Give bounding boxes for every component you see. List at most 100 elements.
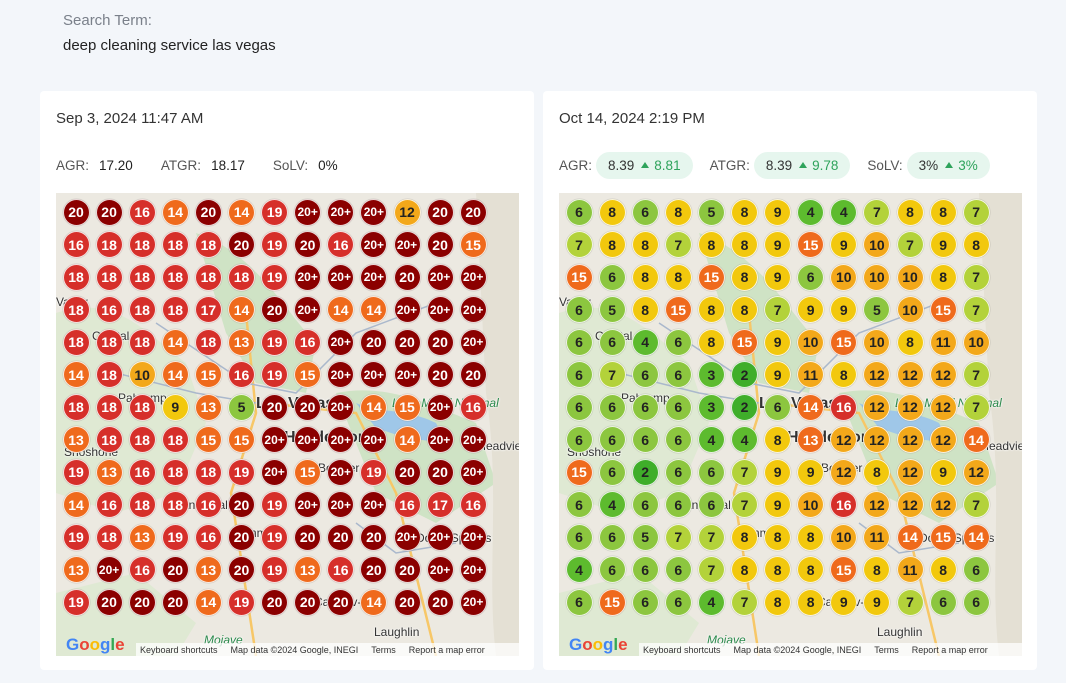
rank-pin[interactable]: 12 <box>393 198 421 226</box>
rank-pin[interactable]: 20+ <box>327 491 355 518</box>
rank-pin[interactable]: 5 <box>228 393 255 421</box>
rank-pin[interactable]: 14 <box>228 296 255 323</box>
rank-pin[interactable]: 8 <box>896 328 924 356</box>
rank-pin[interactable]: 6 <box>631 393 659 421</box>
rank-pin[interactable]: 8 <box>764 556 792 583</box>
rank-pin[interactable]: 20+ <box>327 361 355 388</box>
rank-pin[interactable]: 14 <box>962 426 990 453</box>
rank-pin[interactable]: 8 <box>598 198 626 226</box>
rank-pin[interactable]: 20 <box>294 588 322 616</box>
rank-pin[interactable]: 12 <box>863 491 891 518</box>
rank-pin[interactable]: 15 <box>697 263 725 291</box>
rank-pin[interactable]: 20+ <box>261 426 289 453</box>
rank-pin[interactable]: 16 <box>128 556 156 583</box>
rank-pin[interactable]: 20+ <box>327 458 355 486</box>
rank-pin[interactable]: 20+ <box>294 198 322 226</box>
rank-pin[interactable]: 6 <box>598 426 626 453</box>
rank-pin[interactable]: 20 <box>62 198 90 226</box>
rank-pin[interactable]: 6 <box>631 588 659 616</box>
rank-pin[interactable]: 18 <box>228 263 255 291</box>
rank-pin[interactable]: 18 <box>95 361 123 388</box>
rank-pin[interactable]: 9 <box>764 328 792 356</box>
rank-pin[interactable]: 20+ <box>360 426 388 453</box>
rank-pin[interactable]: 16 <box>830 491 858 518</box>
rank-pin[interactable]: 15 <box>598 588 626 616</box>
rank-pin[interactable]: 4 <box>565 556 593 583</box>
rank-pin[interactable]: 12 <box>863 393 891 421</box>
rank-pin[interactable]: 6 <box>565 426 593 453</box>
rank-pin[interactable]: 15 <box>194 426 222 453</box>
rank-pin[interactable]: 19 <box>62 523 90 551</box>
rank-pin[interactable]: 20+ <box>327 426 355 453</box>
rank-pin[interactable]: 14 <box>360 393 388 421</box>
rank-pin[interactable]: 19 <box>261 263 289 291</box>
rank-pin[interactable]: 6 <box>664 491 692 518</box>
rank-pin[interactable]: 8 <box>697 231 725 258</box>
rank-pin[interactable]: 7 <box>697 523 725 551</box>
rank-pin[interactable]: 20+ <box>459 458 487 486</box>
rank-pin[interactable]: 9 <box>764 491 792 518</box>
rank-pin[interactable]: 8 <box>863 556 891 583</box>
rank-pin[interactable]: 8 <box>598 231 626 258</box>
rank-pin[interactable]: 20+ <box>360 361 388 388</box>
rank-pin[interactable]: 18 <box>95 231 123 258</box>
rank-pin[interactable]: 9 <box>929 231 957 258</box>
rank-pin[interactable]: 7 <box>863 198 891 226</box>
rank-pin[interactable]: 19 <box>228 458 255 486</box>
rank-pin[interactable]: 2 <box>731 361 758 388</box>
rank-pin[interactable]: 5 <box>697 198 725 226</box>
rank-pin[interactable]: 19 <box>261 556 289 583</box>
rank-pin[interactable]: 18 <box>95 523 123 551</box>
rank-pin[interactable]: 8 <box>631 263 659 291</box>
keyboard-shortcuts-link[interactable]: Keyboard shortcuts <box>140 644 218 655</box>
rank-pin[interactable]: 8 <box>830 361 858 388</box>
rank-pin[interactable]: 20 <box>228 491 255 518</box>
keyboard-shortcuts-link[interactable]: Keyboard shortcuts <box>643 644 721 655</box>
rank-pin[interactable]: 6 <box>664 393 692 421</box>
rank-pin[interactable]: 12 <box>830 458 858 486</box>
rank-pin[interactable]: 7 <box>896 231 924 258</box>
rank-pin[interactable]: 6 <box>631 556 659 583</box>
rank-pin[interactable]: 9 <box>797 296 825 323</box>
rank-pin[interactable]: 20+ <box>360 198 388 226</box>
rank-pin[interactable]: 15 <box>393 393 421 421</box>
rank-pin[interactable]: 6 <box>631 491 659 518</box>
rank-pin[interactable]: 6 <box>598 263 626 291</box>
rank-pin[interactable]: 5 <box>863 296 891 323</box>
rank-pin[interactable]: 20+ <box>426 296 454 323</box>
rank-pin[interactable]: 6 <box>697 491 725 518</box>
rank-pin[interactable]: 20 <box>95 588 123 616</box>
rank-pin[interactable]: 12 <box>962 458 990 486</box>
rank-pin[interactable]: 15 <box>565 263 593 291</box>
rank-pin[interactable]: 6 <box>664 458 692 486</box>
rank-pin[interactable]: 19 <box>261 198 289 226</box>
rank-pin[interactable]: 18 <box>62 393 90 421</box>
rank-pin[interactable]: 10 <box>863 328 891 356</box>
rank-pin[interactable]: 8 <box>863 458 891 486</box>
rank-pin[interactable]: 14 <box>228 198 255 226</box>
rank-pin[interactable]: 12 <box>896 458 924 486</box>
rank-pin[interactable]: 20 <box>327 588 355 616</box>
rank-pin[interactable]: 4 <box>631 328 659 356</box>
rank-pin[interactable]: 15 <box>664 296 692 323</box>
rank-pin[interactable]: 20+ <box>459 263 487 291</box>
rank-pin[interactable]: 15 <box>731 328 758 356</box>
rank-pin[interactable]: 20+ <box>426 426 454 453</box>
rank-pin[interactable]: 15 <box>294 458 322 486</box>
rank-pin[interactable]: 20 <box>360 556 388 583</box>
rank-pin[interactable]: 18 <box>161 458 189 486</box>
rank-pin[interactable]: 20 <box>228 523 255 551</box>
rank-pin[interactable]: 15 <box>565 458 593 486</box>
rank-pin[interactable]: 18 <box>62 296 90 323</box>
rank-pin[interactable]: 20 <box>228 556 255 583</box>
rank-pin[interactable]: 13 <box>62 556 90 583</box>
rank-pin[interactable]: 4 <box>797 198 825 226</box>
rank-pin[interactable]: 7 <box>962 263 990 291</box>
rank-pin[interactable]: 9 <box>764 458 792 486</box>
rank-pin[interactable]: 16 <box>194 491 222 518</box>
rank-pin[interactable]: 19 <box>228 588 255 616</box>
terms-link[interactable]: Terms <box>371 644 396 655</box>
rank-pin[interactable]: 18 <box>95 393 123 421</box>
rank-pin[interactable]: 14 <box>393 426 421 453</box>
rank-pin[interactable]: 8 <box>697 328 725 356</box>
